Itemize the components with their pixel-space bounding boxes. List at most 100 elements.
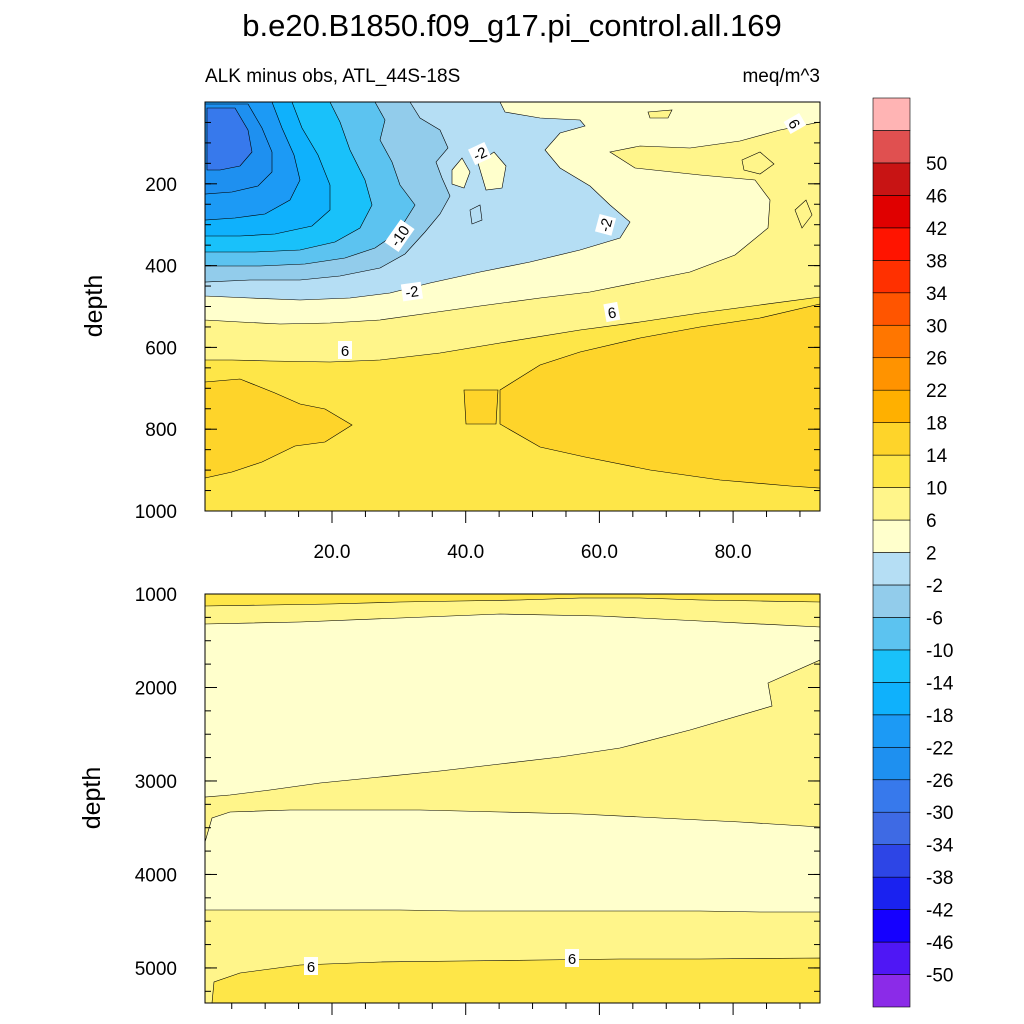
colorbar-swatch (872, 422, 911, 456)
svg-text:-2: -2 (404, 283, 420, 302)
bottom-x-axis (231, 1003, 801, 1015)
svg-text:6: 6 (341, 343, 349, 360)
contour-fill (463, 389, 499, 425)
colorbar-label: -38 (926, 868, 953, 889)
colorbar-swatch (872, 227, 911, 261)
y-tick-label: 4000 (135, 865, 177, 886)
contour-fill (204, 809, 821, 913)
colorbar-swatch (872, 584, 911, 618)
contour-label: -2 (468, 142, 492, 166)
colorbar-label: 30 (926, 316, 947, 337)
colorbar-label: 42 (926, 219, 947, 240)
contour-fill (451, 157, 471, 189)
bottom-y-axis: 1000 2000 3000 4000 5000 (135, 585, 820, 992)
y-tick-label: 800 (145, 420, 177, 441)
svg-text:6: 6 (568, 951, 576, 968)
contour-label: -2 (400, 281, 424, 302)
y-tick-label: 200 (145, 175, 177, 196)
colorbar-label: -46 (926, 933, 953, 954)
colorbar-swatch (872, 195, 911, 229)
y-tick-label: 1000 (135, 502, 177, 523)
colorbar-swatch (872, 844, 911, 878)
colorbar-swatch (872, 260, 911, 294)
colorbar-swatch (872, 909, 911, 943)
colorbar-label: -6 (926, 608, 943, 629)
y-tick-label: 2000 (135, 678, 177, 699)
top-subtitle-left: ALK minus obs, ATL_44S-18S (205, 66, 460, 87)
colorbar-swatch (872, 746, 911, 781)
colorbar-swatch (872, 617, 911, 651)
y-tick-label: 1000 (135, 585, 177, 606)
colorbar-swatch (872, 162, 911, 196)
colorbar-swatch (872, 682, 911, 716)
colorbar-label: 6 (926, 511, 937, 532)
y-tick-label: 400 (145, 257, 177, 278)
colorbar-label: 22 (926, 381, 947, 402)
colorbar-swatch (872, 519, 911, 553)
top-y-axis-label: depth (80, 275, 108, 338)
contour-fill (206, 107, 253, 171)
contour-fill (469, 204, 483, 225)
contour-label: -2 (594, 213, 616, 236)
colorbar: -50-46-42-38-34-30-26-22-18-14-10-6-2261… (872, 97, 954, 1008)
colorbar-label: 10 (926, 479, 947, 500)
contour-label: 6 (783, 112, 807, 135)
y-tick-label: 5000 (135, 959, 177, 980)
colorbar-swatch (872, 714, 911, 748)
colorbar-label: -22 (926, 738, 953, 759)
colorbar-swatch (872, 97, 911, 131)
colorbar-label: -30 (926, 803, 953, 824)
top-subtitle-right: meq/m^3 (742, 66, 820, 87)
colorbar-label: 18 (926, 414, 947, 435)
colorbar-swatch (872, 389, 911, 423)
colorbar-swatch (872, 487, 911, 521)
x-tick-label: 60.0 (581, 542, 618, 563)
colorbar-swatch (872, 876, 911, 910)
x-tick-label: 20.0 (314, 542, 351, 563)
colorbar-label: -2 (926, 576, 943, 597)
colorbar-label: -42 (926, 901, 953, 922)
contour-fill (211, 957, 821, 1004)
colorbar-swatch (872, 454, 911, 488)
contour-fill (794, 199, 813, 229)
colorbar-label: -26 (926, 771, 953, 792)
contour-fill (647, 109, 673, 119)
colorbar-label: -14 (926, 673, 954, 694)
y-tick-label: 3000 (135, 772, 177, 793)
contour-label: 6 (338, 341, 352, 360)
colorbar-swatch (872, 552, 911, 586)
colorbar-swatch (872, 130, 911, 164)
colorbar-swatch (872, 941, 911, 975)
colorbar-label: 14 (926, 446, 948, 467)
colorbar-label: -34 (926, 836, 954, 857)
top-y-axis: 200 400 600 800 1000 (135, 101, 820, 523)
contour-label: 6 (603, 301, 621, 323)
colorbar-swatch (872, 357, 911, 391)
colorbar-label: 26 (926, 349, 947, 370)
x-tick-label: 40.0 (447, 542, 484, 563)
colorbar-label: -18 (926, 706, 953, 727)
contour-label: 6 (565, 949, 579, 968)
bottom-y-axis-label: depth (78, 767, 106, 830)
colorbar-label: 38 (926, 251, 947, 272)
top-plot-area: -2 -10 -2 -2 6 6 6 (204, 101, 821, 512)
bottom-plot-area: 6 6 (204, 593, 821, 1004)
bottom-plot-frame (204, 593, 821, 1004)
colorbar-swatch (872, 292, 911, 326)
contour-fill (741, 151, 775, 175)
colorbar-swatch (872, 324, 911, 359)
contour-label: 6 (304, 957, 318, 976)
colorbar-label: 50 (926, 154, 947, 175)
colorbar-swatch (872, 811, 911, 845)
x-tick-label: 80.0 (715, 542, 752, 563)
svg-text:6: 6 (607, 304, 618, 322)
y-tick-label: 600 (145, 338, 177, 359)
colorbar-label: 46 (926, 186, 947, 207)
colorbar-label: -10 (926, 641, 953, 662)
contour-fill (204, 613, 821, 798)
colorbar-swatch (872, 649, 911, 683)
svg-text:-2: -2 (471, 144, 490, 165)
contour-fill (204, 593, 821, 607)
colorbar-label: 2 (926, 544, 937, 565)
